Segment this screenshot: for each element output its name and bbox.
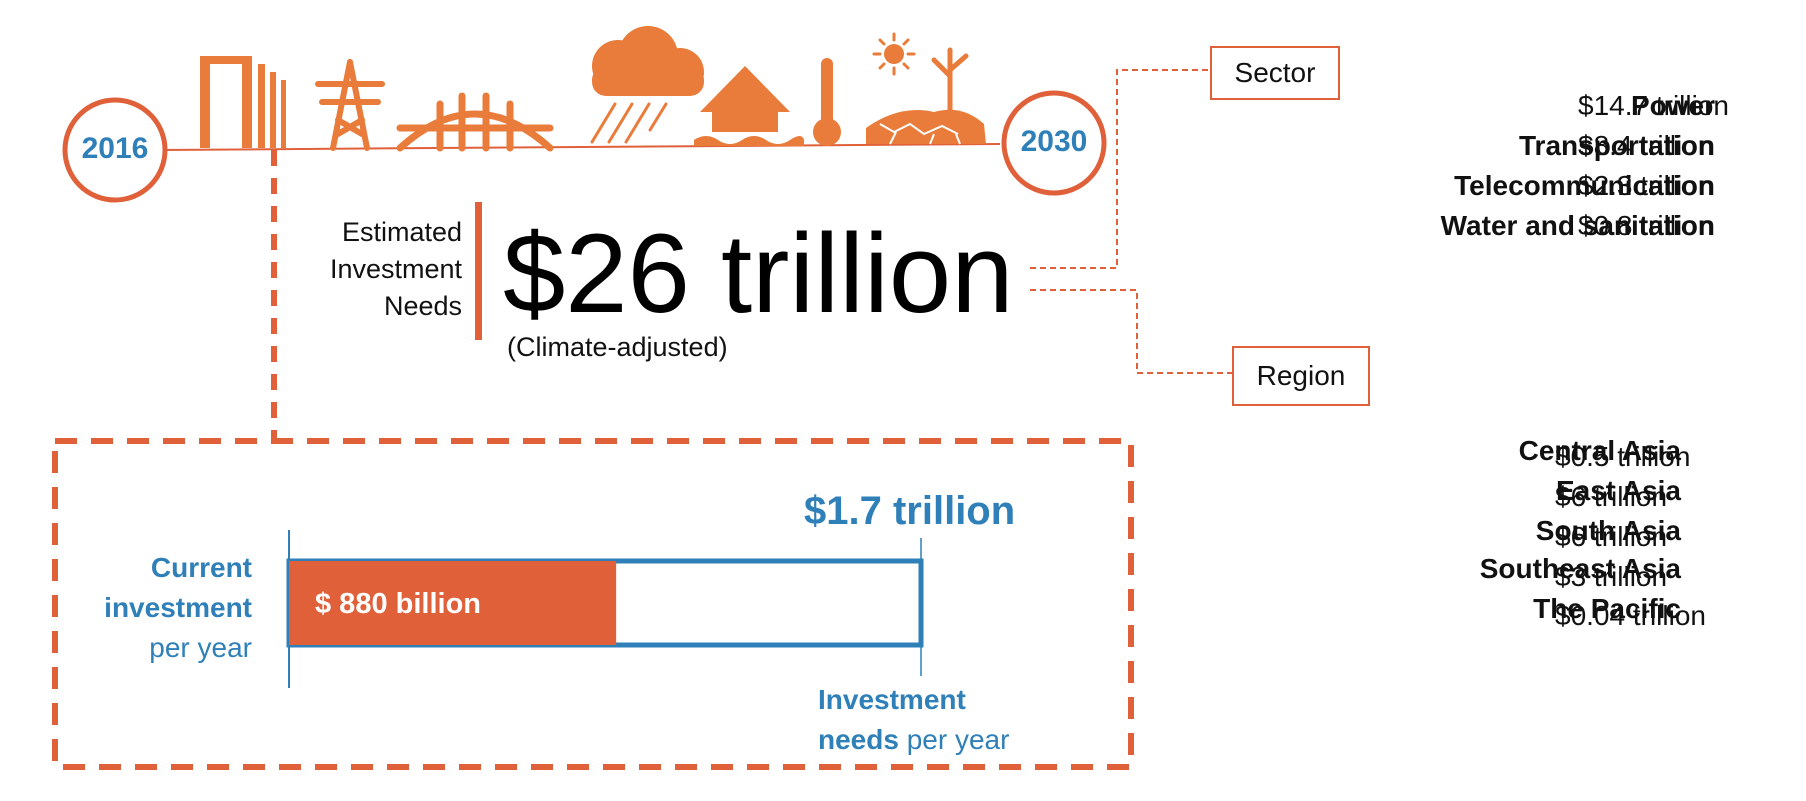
power-tower-icon <box>315 59 385 151</box>
estimated-needs-label-line-2: Investment <box>329 254 462 284</box>
sector-connector <box>1030 69 1210 269</box>
region-box: Region <box>1232 346 1370 406</box>
region-name: The Pacific <box>1533 593 1681 624</box>
sector-name: Water and sanitation <box>1440 210 1715 241</box>
sector-name: Telecommunication <box>1454 170 1715 201</box>
headline-accent-bar <box>475 202 482 340</box>
needs-label-bold: needs <box>818 724 899 755</box>
sector-name: Transportation <box>1518 130 1715 161</box>
current-investment-label: Current investment per year <box>60 548 252 668</box>
investment-frame <box>52 438 1134 770</box>
current-label-line-1: Current <box>150 552 252 583</box>
estimated-needs-label: Estimated Investment Needs <box>262 214 462 325</box>
region-title: Region <box>1256 360 1346 391</box>
flooded-house-icon <box>694 66 804 146</box>
sector-value: $8.4 trillion <box>1578 130 1714 161</box>
buildings-icon <box>200 56 286 148</box>
year-2016-circle <box>62 97 168 203</box>
region-value: $6 trillion <box>1555 521 1668 552</box>
climate-adjusted-note: (Climate-adjusted) <box>507 332 728 362</box>
drought-icon <box>866 32 986 145</box>
thermometer-icon <box>813 58 841 146</box>
storm-cloud-icon <box>590 26 704 144</box>
bridge-icon <box>396 92 554 152</box>
region-value: $6 trillion <box>1555 481 1668 512</box>
region-name: Central Asia <box>1518 435 1681 466</box>
needs-label-rest: per year <box>906 724 1010 755</box>
sector-title: Sector <box>1234 57 1316 88</box>
estimated-needs-label-line-1: Estimated <box>341 217 462 247</box>
region-connector <box>1030 289 1232 374</box>
current-value-label: $ 880 billion <box>315 588 481 620</box>
sector-table: Power $14.7 trillion Transportation $8.4… <box>1180 90 1780 250</box>
year-2030-circle <box>1001 90 1107 196</box>
needs-value-label: $1.7 trillion <box>804 489 1016 533</box>
region-value: $0.04 trillion <box>1555 600 1706 631</box>
start-year: 2016 <box>81 132 149 165</box>
end-year: 2030 <box>1020 125 1088 158</box>
region-value: $3 trillion <box>1555 561 1668 592</box>
region-name: East Asia <box>1555 475 1681 506</box>
needs-label-line-1: Investment <box>818 684 966 715</box>
current-label-line-3: per year <box>149 632 252 663</box>
current-label-line-2: investment <box>104 592 252 623</box>
timeline-line <box>159 143 1001 151</box>
sector-box: Sector <box>1210 46 1340 100</box>
total-investment: $26 trillion <box>503 211 1014 336</box>
investment-needs-label: Investment needs per year <box>818 680 1009 760</box>
region-name: Southeast Asia <box>1479 553 1681 584</box>
sector-name: Power <box>1630 90 1715 121</box>
region-table: Central Asia $0.5 trillion East Asia $6 … <box>1180 435 1780 635</box>
sector-value: $2.3 trillion <box>1578 170 1714 201</box>
sector-value: $0.8 trillion <box>1578 210 1714 241</box>
region-value: $0.5 trillion <box>1555 441 1691 472</box>
estimated-needs-label-line-3: Needs <box>383 291 462 321</box>
region-name: South Asia <box>1535 515 1681 546</box>
current-investment-bar <box>289 561 617 645</box>
sector-value: $14.7 trillion <box>1578 90 1729 121</box>
